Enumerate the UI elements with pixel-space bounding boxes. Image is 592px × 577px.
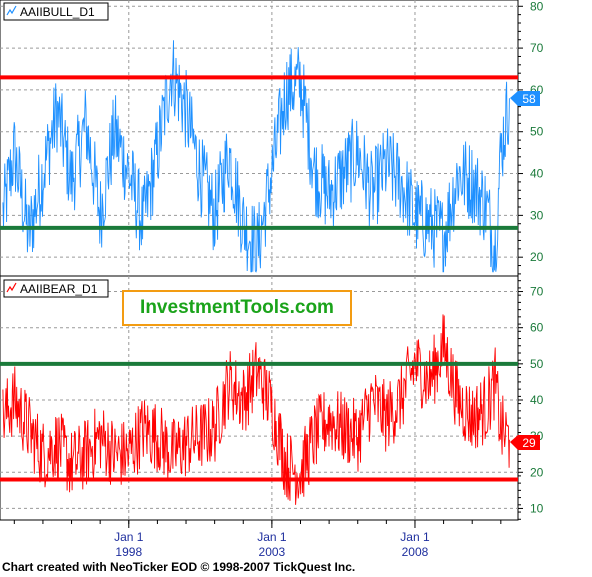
bear-y-tick-label: 70 [530,285,544,299]
bull-last-value-label: 58 [522,92,536,106]
bull-legend-title: AAIIBULL_D1 [20,5,95,19]
bull-legend-box [3,2,109,21]
bull-y-tick-label: 30 [530,208,544,222]
bear-legend-line-icon [6,282,17,293]
bull-legend-line-icon [6,5,17,16]
bear-y-tick-label: 10 [530,501,544,515]
bear-reference-lines [0,361,518,482]
bull-last-value-marker: 58 [510,91,540,106]
bull-y-tick-label: 20 [530,250,544,264]
bull-series [2,40,510,273]
bull-grid [0,0,518,276]
bull-y-tick-label: 70 [530,41,544,55]
bear-series-line [2,314,510,505]
chart-credit-footer: Chart created with NeoTicker EOD © 1998-… [2,560,356,574]
bull-y-tick-label: 80 [530,0,544,13]
x-tick-label-year: 1998 [115,545,142,559]
bear-series [2,314,510,505]
bear-legend: AAIIBEAR_D1 [3,279,109,298]
x-tick-label-year: 2003 [259,545,286,559]
bear-legend-box [3,279,109,298]
bear-last-value-marker: 29 [510,435,540,450]
bear-y-tick-label: 40 [530,393,544,407]
x-tick-label-month: Jan 1 [257,530,287,544]
investmenttools-logo: InvestmentTools.com [122,290,352,326]
bull-y-tick-label: 50 [530,125,544,139]
bear-last-value-flag [510,435,540,450]
bear-y-tick-label: 60 [530,321,544,335]
bull-legend: AAIIBULL_D1 [3,2,109,21]
bull-y-tick-label: 40 [530,167,544,181]
bear-legend-title: AAIIBEAR_D1 [20,282,98,296]
bear-y-axis: 10203040506070 [518,280,544,520]
bear-last-value-label: 29 [522,436,536,450]
bull-last-value-flag [510,91,540,106]
bear-y-tick-label: 20 [530,465,544,479]
bull-series-line [2,40,510,273]
bull-reference-lines [0,75,518,230]
x-tick-label-month: Jan 1 [114,530,144,544]
x-tick-label-month: Jan 1 [400,530,430,544]
x-tick-label-year: 2008 [402,545,429,559]
bear-y-tick-label: 50 [530,357,544,371]
